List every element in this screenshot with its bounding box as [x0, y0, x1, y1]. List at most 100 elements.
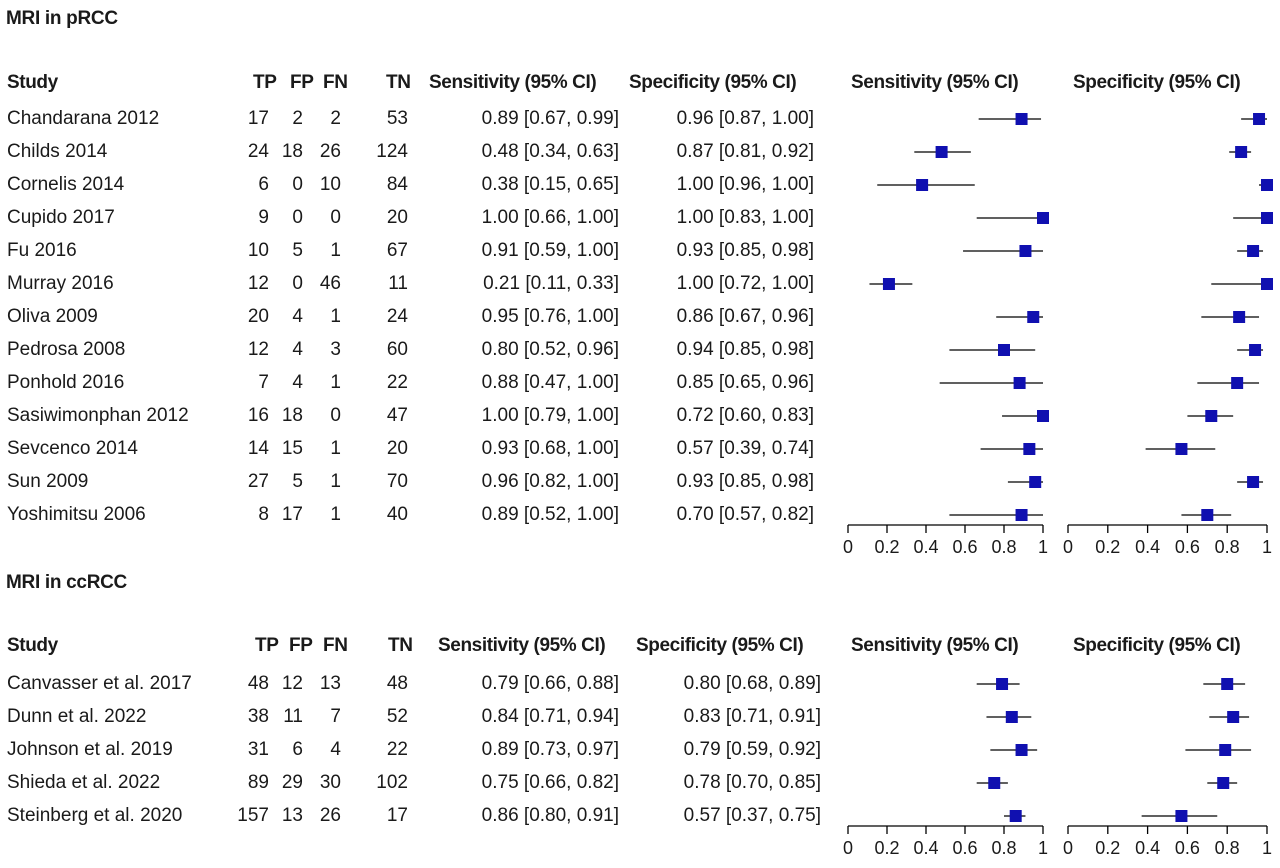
cell-specificity-ci: 0.93 [0.85, 0.98] — [676, 471, 814, 492]
cell-specificity-ci: 0.83 [0.71, 0.91] — [683, 706, 821, 727]
cell-specificity-ci: 1.00 [0.83, 1.00] — [676, 207, 814, 228]
sens-point-marker — [988, 777, 1001, 789]
cell-fn: 1 — [330, 306, 341, 327]
cell-specificity-ci: 0.96 [0.87, 1.00] — [676, 108, 814, 129]
cell-tn: 53 — [386, 108, 408, 129]
sens-point-marker — [1037, 212, 1049, 224]
cell-tp: 38 — [247, 706, 269, 727]
cell-tn: 17 — [386, 805, 408, 826]
sens-point-marker — [1019, 245, 1032, 257]
cell-sensitivity-ci: 0.86 [0.80, 0.91] — [481, 805, 619, 826]
cell-tn: 52 — [386, 706, 408, 727]
cell-tp: 12 — [247, 339, 269, 360]
cell-sensitivity-ci: 0.93 [0.68, 1.00] — [481, 438, 619, 459]
cell-sensitivity-ci: 1.00 [0.66, 1.00] — [481, 207, 619, 228]
study-name: Yoshimitsu 2006 — [7, 504, 146, 525]
sens-tick-label: 0.8 — [991, 838, 1016, 858]
cell-fp: 0 — [292, 207, 303, 228]
spec-point-marker — [1219, 744, 1232, 756]
cell-sensitivity-ci: 0.91 [0.59, 1.00] — [481, 240, 619, 261]
cell-fn: 10 — [319, 174, 341, 195]
cell-sensitivity-ci: 0.38 [0.15, 0.65] — [481, 174, 619, 195]
cell-tn: 48 — [386, 673, 408, 694]
study-name: Dunn et al. 2022 — [7, 706, 147, 727]
spec-point-marker — [1205, 410, 1218, 422]
sens-point-marker — [1023, 443, 1036, 455]
spec-point-marker — [1175, 810, 1188, 822]
spec-point-marker — [1247, 476, 1260, 488]
cell-fn: 0 — [330, 405, 341, 426]
study-name: Shieda et al. 2022 — [7, 772, 161, 793]
cell-tn: 24 — [386, 306, 408, 327]
cell-sensitivity-ci: 0.89 [0.67, 0.99] — [481, 108, 619, 129]
cell-tn: 102 — [376, 772, 408, 793]
spec-point-marker — [1217, 777, 1230, 789]
header-specificity: Specificity (95% CI) — [636, 635, 804, 656]
cell-fp: 18 — [281, 141, 303, 162]
sens-tick-label: 0.6 — [952, 838, 977, 858]
cell-fp: 4 — [292, 372, 303, 393]
cell-tn: 22 — [386, 372, 408, 393]
header-tn: TN — [386, 72, 411, 93]
study-name: Chandarana 2012 — [7, 108, 160, 129]
cell-fp: 4 — [292, 339, 303, 360]
cell-tn: 47 — [386, 405, 408, 426]
cell-specificity-ci: 0.86 [0.67, 0.96] — [676, 306, 814, 327]
header-tn: TN — [388, 635, 413, 656]
cell-tp: 12 — [247, 273, 269, 294]
spec-point-marker — [1221, 678, 1234, 690]
cell-fn: 1 — [330, 504, 341, 525]
cell-tp: 7 — [258, 372, 269, 393]
sens-tick-label: 0.6 — [952, 537, 977, 557]
sens-point-marker — [1015, 744, 1028, 756]
sens-tick-label: 0.2 — [874, 838, 899, 858]
cell-tp: 14 — [247, 438, 269, 459]
cell-specificity-ci: 0.57 [0.37, 0.75] — [683, 805, 821, 826]
cell-tn: 22 — [386, 739, 408, 760]
study-name: Canvasser et al. 2017 — [7, 673, 192, 694]
study-name: Childs 2014 — [7, 141, 108, 162]
sens-point-marker — [1005, 711, 1018, 723]
cell-fp: 4 — [292, 306, 303, 327]
sens-point-marker — [935, 146, 948, 158]
study-name: Sun 2009 — [7, 471, 89, 492]
sens-tick-label: 0.4 — [913, 838, 938, 858]
cell-fp: 17 — [281, 504, 303, 525]
cell-tn: 70 — [386, 471, 408, 492]
study-name: Fu 2016 — [7, 240, 77, 261]
spec-point-marker — [1233, 311, 1246, 323]
header-fn: FN — [323, 635, 348, 656]
study-name: Sevcenco 2014 — [7, 438, 138, 459]
spec-point-marker — [1227, 711, 1240, 723]
sens-point-marker — [996, 678, 1009, 690]
header-fp: FP — [290, 72, 314, 93]
sens-tick-label: 1 — [1038, 838, 1048, 858]
spec-tick-label: 0.8 — [1215, 838, 1240, 858]
cell-fn: 30 — [319, 772, 341, 793]
cell-sensitivity-ci: 0.48 [0.34, 0.63] — [481, 141, 619, 162]
spec-tick-label: 0.6 — [1175, 838, 1200, 858]
cell-tp: 16 — [247, 405, 269, 426]
cell-fn: 4 — [330, 739, 341, 760]
cell-tp: 9 — [258, 207, 269, 228]
cell-fn: 26 — [319, 805, 341, 826]
cell-tp: 89 — [247, 772, 269, 793]
cell-tn: 60 — [386, 339, 408, 360]
cell-fn: 0 — [330, 207, 341, 228]
header-specificity: Specificity (95% CI) — [629, 72, 797, 93]
spec-tick-label: 1 — [1262, 838, 1272, 858]
sens-point-marker — [1009, 810, 1022, 822]
spec-tick-label: 0.6 — [1175, 537, 1200, 557]
spec-tick-label: 0.8 — [1215, 537, 1240, 557]
cell-specificity-ci: 0.85 [0.65, 0.96] — [676, 372, 814, 393]
spec-tick-label: 0.2 — [1095, 537, 1120, 557]
cell-fp: 0 — [292, 174, 303, 195]
header-sensitivity: Sensitivity (95% CI) — [438, 635, 606, 656]
cell-tp: 31 — [247, 739, 269, 760]
cell-fn: 2 — [330, 108, 341, 129]
cell-tn: 67 — [386, 240, 408, 261]
cell-sensitivity-ci: 0.75 [0.66, 0.82] — [481, 772, 619, 793]
header-tp: TP — [253, 72, 277, 93]
spec-point-marker — [1261, 212, 1273, 224]
cell-tn: 124 — [376, 141, 408, 162]
